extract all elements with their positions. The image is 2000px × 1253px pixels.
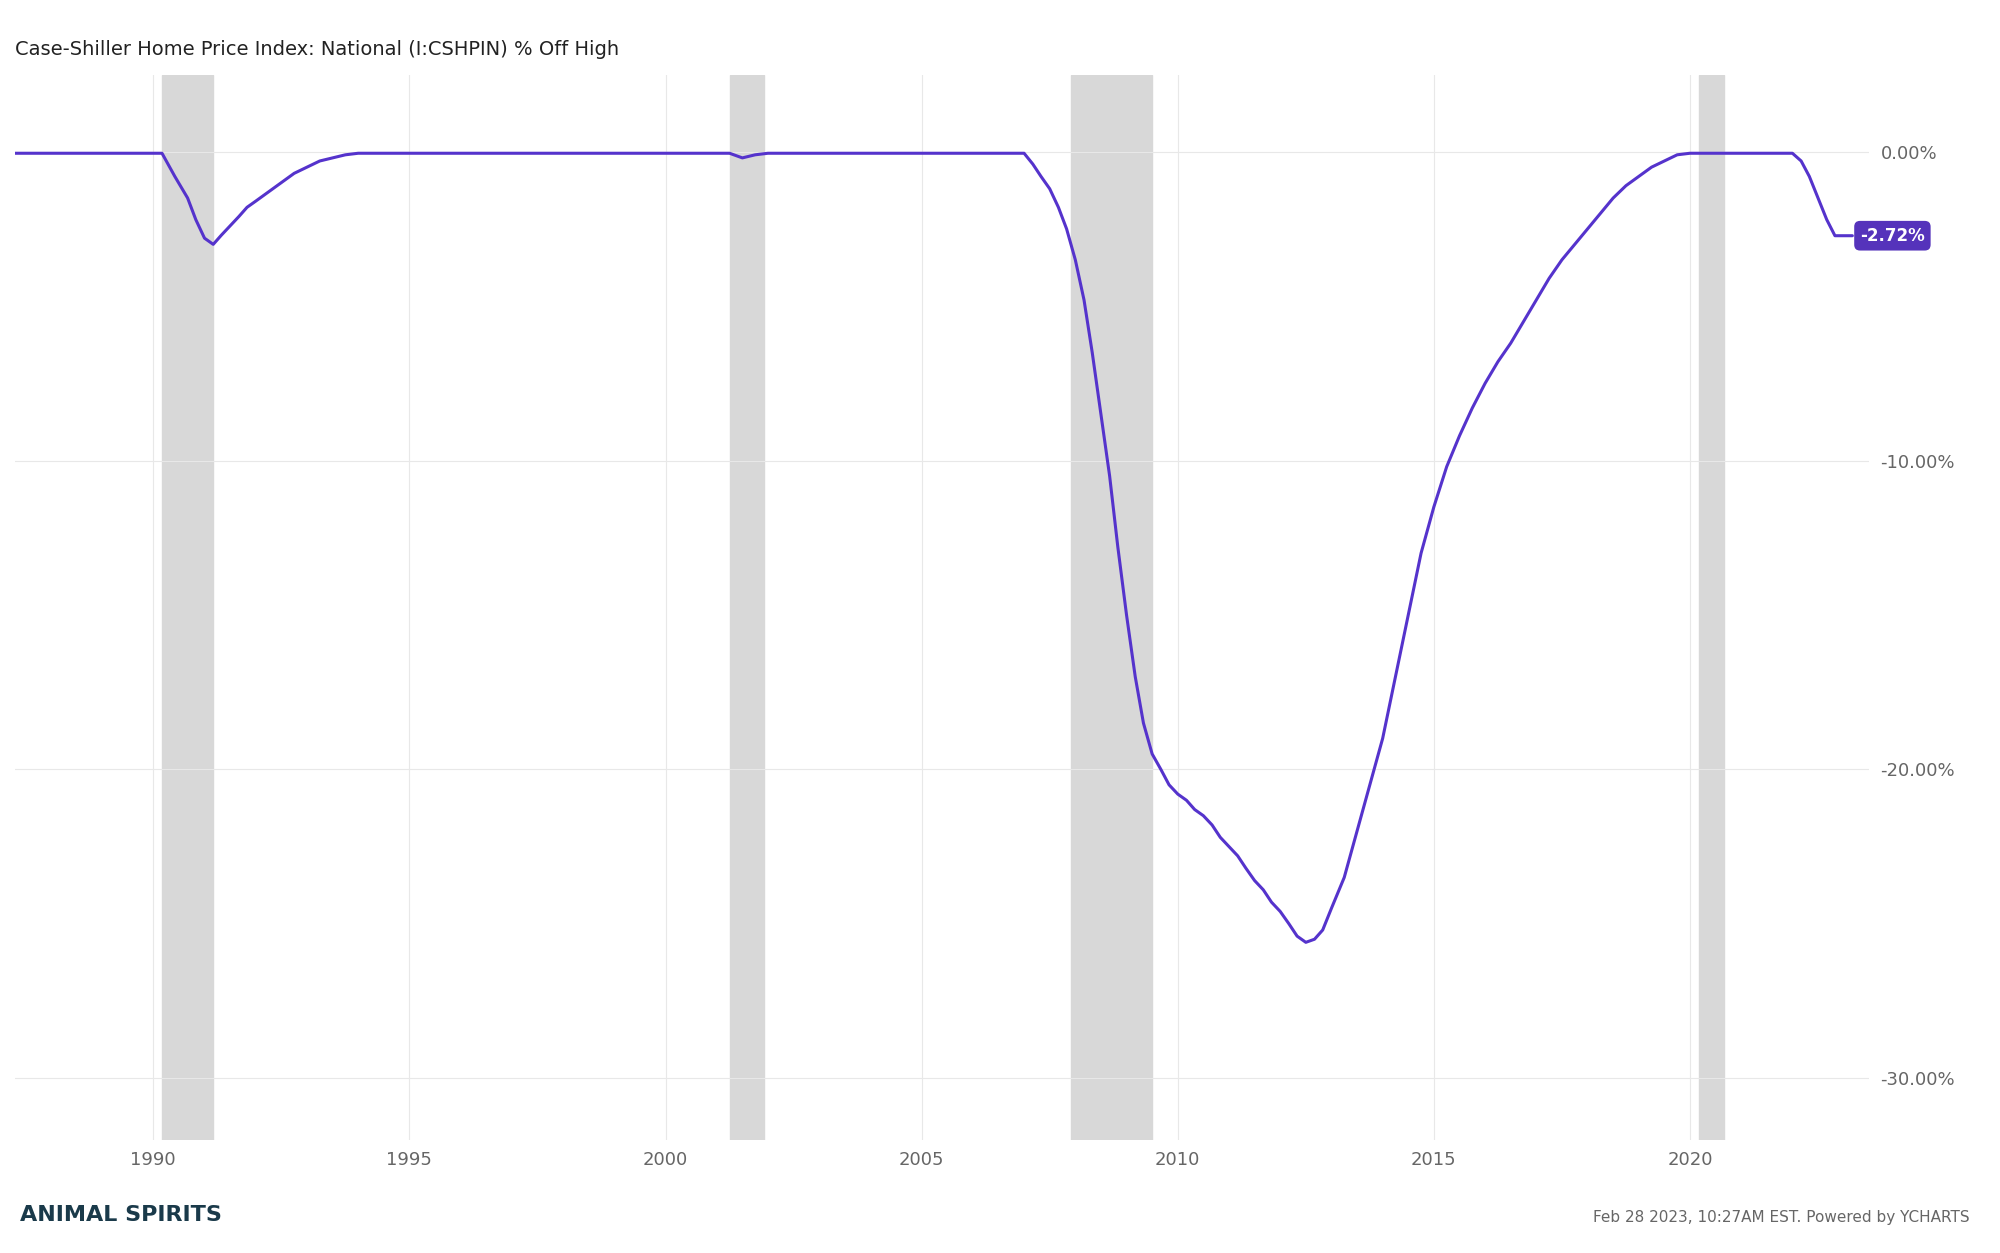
Text: Case-Shiller Home Price Index: National (I:CSHPIN) % Off High: Case-Shiller Home Price Index: National … — [16, 40, 620, 59]
Bar — [1698, 74, 1724, 1140]
Text: -2.72%: -2.72% — [1860, 227, 1924, 244]
Text: Feb 28 2023, 10:27AM EST. Powered by YCHARTS: Feb 28 2023, 10:27AM EST. Powered by YCH… — [1594, 1210, 1970, 1225]
Bar — [1072, 74, 1152, 1140]
Bar — [162, 74, 214, 1140]
Text: ANIMAL SPIRITS: ANIMAL SPIRITS — [20, 1205, 222, 1225]
Bar — [730, 74, 764, 1140]
